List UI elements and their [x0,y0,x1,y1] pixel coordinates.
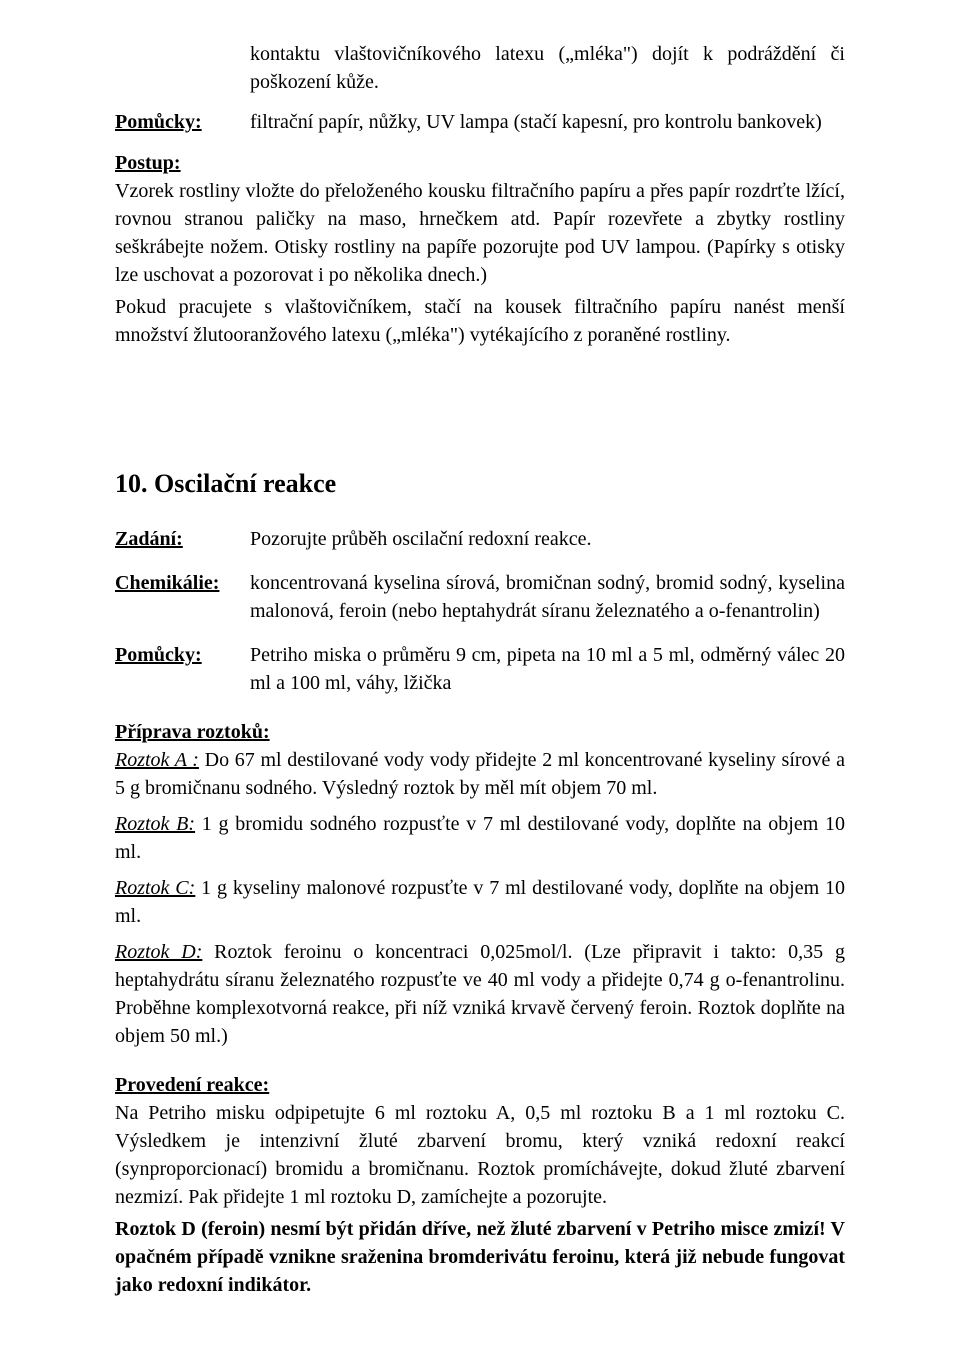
postup-text-2: Pokud pracujete s vlaštovičníkem, stačí … [115,293,845,349]
pomucky-label-2: Pomůcky: [115,641,250,669]
pomucky-value-2: Petriho miska o průměru 9 cm, pipeta na … [250,641,845,697]
pomucky-row-2: Pomůcky: Petriho miska o průměru 9 cm, p… [115,641,845,697]
top-fragment-text: kontaktu vlaštovičníkového latexu („mlék… [250,40,845,96]
roztok-a-label: Roztok A : [115,749,199,771]
roztok-c-text: 1 g kyseliny malonové rozpusťte v 7 ml d… [115,877,845,927]
postup-label: Postup: [115,152,845,175]
priprava-heading: Příprava roztoků: [115,721,845,744]
postup-text-1: Vzorek rostliny vložte do přeloženého ko… [115,177,845,289]
zadani-label: Zadání: [115,525,250,553]
roztok-a-text: Do 67 ml destilované vody vody přidejte … [115,749,845,799]
zadani-value: Pozorujte průběh oscilační redoxní reakc… [250,525,845,553]
roztok-b-text: 1 g bromidu sodného rozpusťte v 7 ml des… [115,813,845,863]
pomucky-label: Pomůcky: [115,108,250,136]
roztok-c-label: Roztok C: [115,877,195,899]
pomucky-row-1: Pomůcky: filtrační papír, nůžky, UV lamp… [115,108,845,136]
provedeni-heading: Provedení reakce: [115,1074,845,1097]
top-fragment-row: kontaktu vlaštovičníkového latexu („mlék… [115,40,845,96]
chemikalie-value: koncentrovaná kyselina sírová, bromičnan… [250,569,845,625]
roztok-d-text: Roztok feroinu o koncentraci 0,025mol/l.… [115,941,845,1047]
roztok-c: Roztok C: 1 g kyseliny malonové rozpusťt… [115,874,845,930]
final-bold-text: Roztok D (feroin) nesmí být přidán dříve… [115,1215,845,1299]
pomucky-value-1: filtrační papír, nůžky, UV lampa (stačí … [250,108,845,136]
roztok-b-label: Roztok B: [115,813,195,835]
page-container: kontaktu vlaštovičníkového latexu („mlék… [0,0,960,1359]
roztok-b: Roztok B: 1 g bromidu sodného rozpusťte … [115,810,845,866]
zadani-row: Zadání: Pozorujte průběh oscilační redox… [115,525,845,553]
chemikalie-label: Chemikálie: [115,569,250,597]
roztok-d-label: Roztok D: [115,941,202,963]
roztok-d: Roztok D: Roztok feroinu o koncentraci 0… [115,938,845,1050]
section-10-title: 10. Oscilační reakce [115,469,845,499]
provedeni-text: Na Petriho misku odpipetujte 6 ml roztok… [115,1099,845,1211]
roztok-a: Roztok A : Do 67 ml destilované vody vod… [115,746,845,802]
chemikalie-row: Chemikálie: koncentrovaná kyselina sírov… [115,569,845,625]
